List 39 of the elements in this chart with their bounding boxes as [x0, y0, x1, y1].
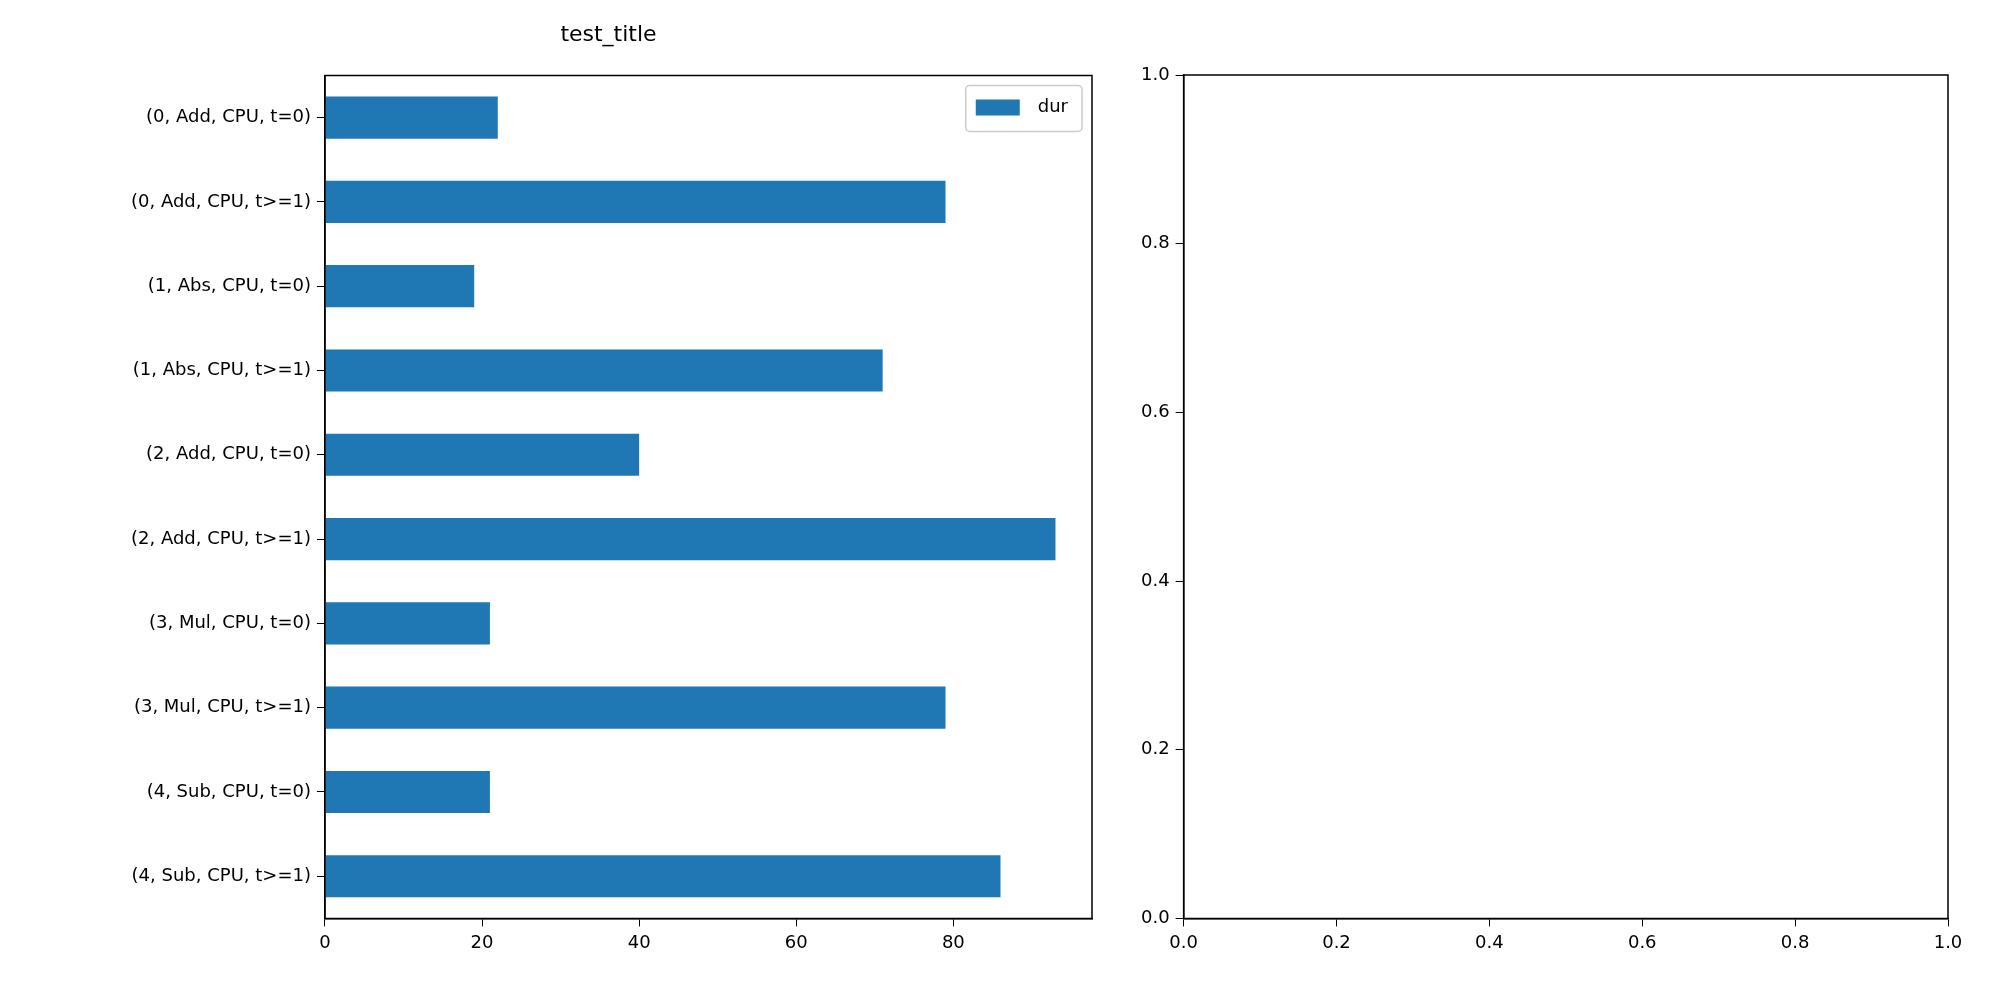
x-tick-label: 0.4 — [1475, 930, 1504, 952]
y-tick-label: 0.8 — [1140, 231, 1170, 253]
y-tick-label: 0.6 — [1140, 400, 1170, 422]
y-tick-label: 0.2 — [1140, 737, 1170, 759]
y-tick-label: (0, Add, CPU, t=0) — [146, 105, 311, 127]
x-tick-label: 0.0 — [1169, 930, 1198, 952]
bar — [325, 770, 490, 814]
y-tick-label: (1, Abs, CPU, t>=1) — [132, 358, 311, 380]
bar — [325, 96, 498, 139]
x-tick-label: 0.8 — [1780, 930, 1810, 952]
x-tick-label: 60 — [784, 930, 808, 952]
bar — [325, 517, 1056, 561]
bar — [325, 433, 640, 476]
x-tick-label: 80 — [941, 930, 965, 952]
bar — [325, 180, 946, 223]
y-tick-label: (1, Abs, CPU, t=0) — [147, 273, 311, 295]
y-tick-label: 0.0 — [1140, 906, 1170, 928]
x-tick-label: 20 — [470, 930, 494, 952]
chart-title: test_title — [560, 20, 657, 47]
legend-label: dur — [1037, 95, 1069, 117]
y-tick-label: (3, Mul, CPU, t>=1) — [133, 695, 311, 717]
y-tick-label: (4, Sub, CPU, t=0) — [146, 779, 311, 801]
bar — [325, 686, 946, 729]
y-tick-label: (4, Sub, CPU, t>=1) — [131, 863, 311, 885]
y-tick-label: (0, Add, CPU, t>=1) — [130, 189, 311, 211]
x-tick-label: 0.6 — [1627, 930, 1657, 952]
x-tick-label: 0.2 — [1322, 930, 1351, 952]
x-tick-label: 40 — [627, 930, 651, 952]
x-tick-label: 1.0 — [1933, 930, 1963, 952]
y-tick-label: (2, Add, CPU, t=0) — [146, 442, 311, 464]
bar — [325, 265, 475, 308]
x-tick-label: 0 — [319, 930, 331, 952]
bar — [325, 349, 883, 392]
y-tick-label: 1.0 — [1140, 62, 1170, 84]
y-tick-label: 0.4 — [1140, 568, 1170, 590]
bar — [325, 855, 1001, 898]
y-tick-label: (2, Add, CPU, t>=1) — [130, 526, 311, 548]
bar — [325, 602, 490, 645]
y-tick-label: (3, Mul, CPU, t=0) — [148, 611, 311, 633]
